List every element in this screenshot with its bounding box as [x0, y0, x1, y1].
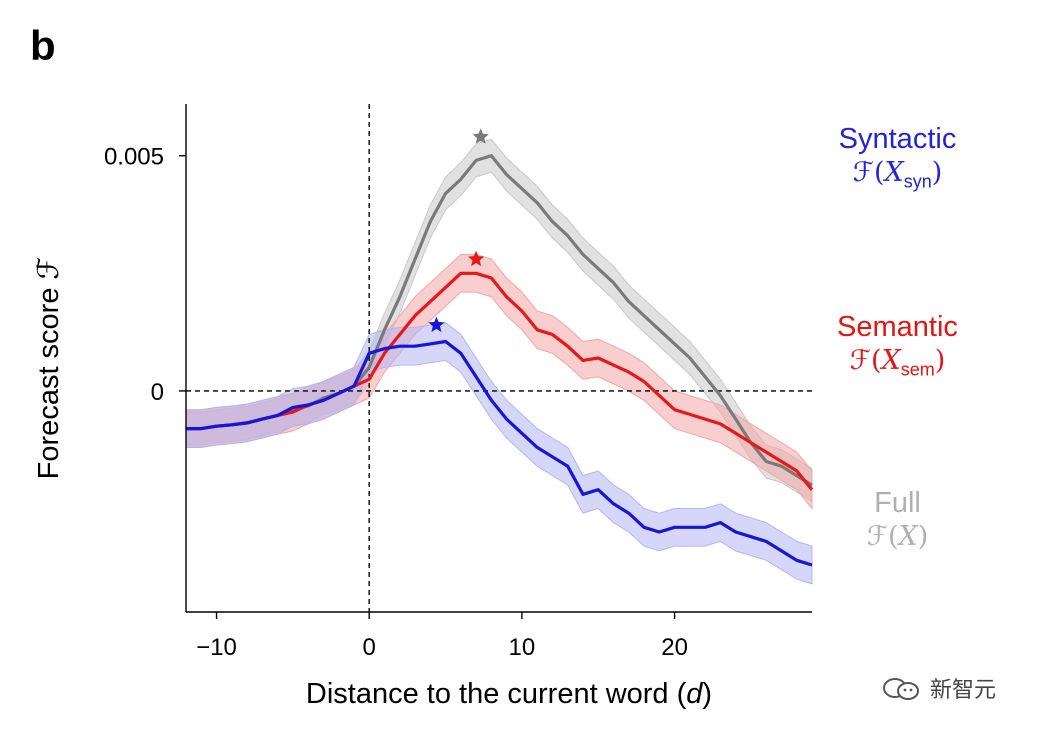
- band-syn: [185, 322, 813, 585]
- line-syn: [186, 339, 813, 567]
- series-lines: [186, 154, 814, 567]
- confidence-bands: [185, 138, 813, 585]
- axes: −10 0 10 20 0 0.005 Distance to the current wo…: [33, 104, 812, 710]
- x-tick-label: −10: [196, 634, 237, 661]
- wechat-bubble-icon: [883, 678, 919, 700]
- x-axis-label: Distance to the current word (d): [306, 678, 712, 710]
- legend-full-formula: ℱ(X): [866, 521, 929, 552]
- panel-label: b: [30, 22, 56, 69]
- x-tick-label: 10: [509, 634, 536, 661]
- legend-syntactic: Syntactic ℱ(Xsyn): [820, 122, 975, 198]
- legend-semantic: Semantic ℱ(Xsem): [820, 310, 975, 386]
- legend-full-name: Full: [874, 487, 921, 519]
- watermark: 新智元: [880, 672, 996, 704]
- peak-markers: [428, 128, 489, 332]
- peak-star-syn: [428, 316, 445, 332]
- x-tick-label: 0: [363, 634, 376, 661]
- watermark-text: 新智元: [930, 678, 997, 703]
- legend-semantic-formula: ℱ(Xsem): [849, 345, 946, 380]
- x-tick-label: 20: [661, 634, 688, 661]
- line-full: [186, 154, 813, 487]
- legend-syntactic-formula: ℱ(Xsyn): [852, 157, 943, 192]
- band-sem: [185, 254, 813, 510]
- reference-lines: [186, 104, 812, 612]
- line-sem: [186, 271, 814, 491]
- peak-star-full: [472, 128, 489, 144]
- band-full: [185, 138, 813, 503]
- legend-semantic-name: Semantic: [837, 311, 958, 343]
- peak-star-sem: [468, 250, 485, 267]
- legend-syntactic-name: Syntactic: [838, 123, 957, 155]
- y-tick-label: 0.005: [104, 144, 164, 171]
- y-tick-label: 0: [151, 379, 164, 406]
- legend-full: Full ℱ(X): [840, 486, 955, 554]
- y-axis-label: Forecast score ℱ: [33, 257, 65, 480]
